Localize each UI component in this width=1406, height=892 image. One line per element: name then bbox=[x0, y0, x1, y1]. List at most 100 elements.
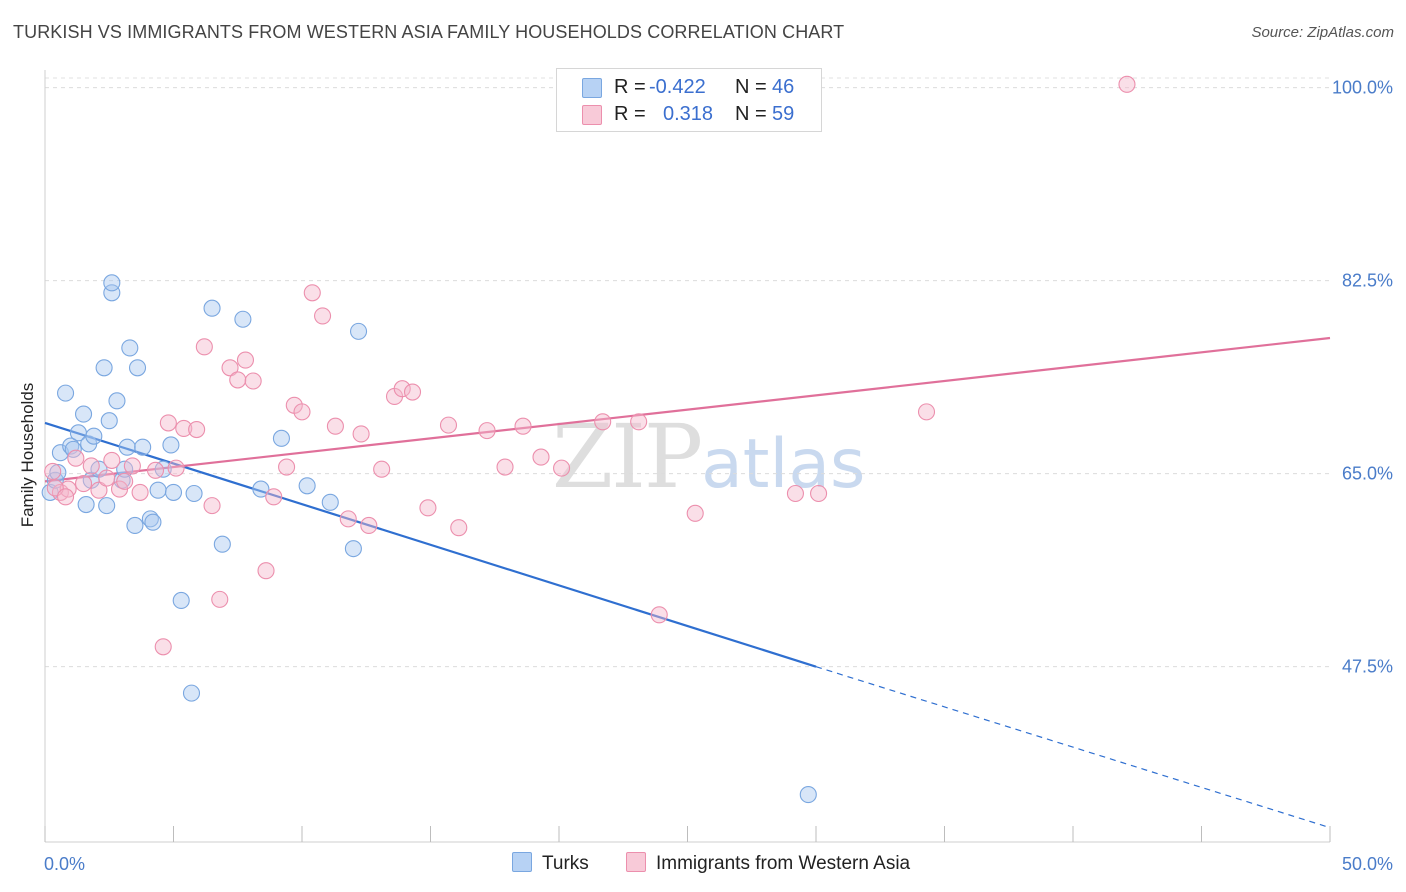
immigrants-point bbox=[90, 481, 108, 499]
immigrants-point bbox=[650, 606, 668, 624]
immigrants-point bbox=[167, 459, 185, 477]
immigrants-point bbox=[278, 458, 296, 476]
immigrants-point bbox=[159, 414, 177, 432]
turks-point bbox=[149, 481, 167, 499]
immigrants-point bbox=[123, 457, 141, 475]
immigrants-point bbox=[393, 380, 411, 398]
x-tick-label: 50.0% bbox=[1342, 854, 1393, 874]
immigrants-point bbox=[75, 475, 93, 493]
x-tick-label: 0.0% bbox=[44, 854, 85, 874]
turks-point bbox=[85, 427, 103, 445]
immigrants-point bbox=[917, 403, 936, 421]
legend-r-label: R = bbox=[614, 103, 646, 125]
turks-point bbox=[182, 684, 201, 702]
immigrants-point bbox=[146, 461, 165, 479]
turks-point bbox=[118, 438, 136, 456]
turks-point bbox=[344, 540, 362, 558]
y-tick-label: 82.5% bbox=[1342, 271, 1393, 291]
immigrants-point bbox=[553, 459, 571, 477]
legend-swatch-immigrants bbox=[582, 105, 602, 125]
immigrants-point bbox=[103, 451, 121, 469]
bottom-legend-immigrants: Immigrants from Western Asia bbox=[626, 852, 910, 875]
correlation-legend: R = -0.422 N = 46 R = 0.318 N = 59 bbox=[556, 68, 822, 132]
immigrants-point bbox=[203, 497, 221, 515]
immigrants-point bbox=[360, 516, 378, 535]
immigrants-point bbox=[478, 422, 496, 440]
immigrants-point bbox=[211, 590, 229, 608]
immigrants-point bbox=[175, 419, 193, 437]
legend-n-label: N = bbox=[735, 103, 767, 125]
source-label: Source: ZipAtlas.com bbox=[1251, 24, 1394, 41]
immigrants-point bbox=[630, 413, 648, 431]
immigrants-point bbox=[439, 416, 458, 434]
immigrants-point bbox=[293, 403, 311, 421]
data-points bbox=[41, 75, 1136, 804]
legend-n-label: N = bbox=[735, 76, 767, 98]
watermark-atlas: atlas bbox=[701, 425, 866, 504]
immigrants-point bbox=[116, 472, 134, 490]
chart-title: TURKISH VS IMMIGRANTS FROM WESTERN ASIA … bbox=[13, 22, 845, 42]
legend-n-value: 59 bbox=[772, 103, 795, 125]
immigrants-point bbox=[339, 510, 357, 528]
trend-line-immigrants bbox=[44, 336, 1331, 483]
turks-point bbox=[799, 786, 817, 804]
immigrants-point bbox=[594, 413, 612, 431]
immigrants-point bbox=[786, 484, 804, 503]
turks-point bbox=[126, 516, 144, 535]
immigrants-point bbox=[98, 469, 116, 487]
bottom-legend-label-immigrants: Immigrants from Western Asia bbox=[656, 853, 911, 874]
legend-swatch-turks bbox=[582, 78, 602, 98]
y-tick-label: 100.0% bbox=[1332, 78, 1393, 98]
axes bbox=[44, 70, 1331, 843]
legend-r-value: 0.318 bbox=[663, 103, 714, 125]
turks-point bbox=[51, 444, 69, 462]
turks-point bbox=[234, 310, 252, 328]
turks-point bbox=[203, 299, 221, 317]
turks-point bbox=[321, 493, 339, 511]
immigrants-point bbox=[403, 383, 422, 401]
immigrants-point bbox=[419, 499, 437, 517]
turks-point bbox=[57, 384, 75, 402]
bottom-legend-swatch-immigrants bbox=[626, 852, 646, 872]
immigrants-point bbox=[450, 519, 468, 537]
tick-labels: 47.5% 65.0% 82.5% 100.0% 0.0% 50.0% bbox=[44, 78, 1393, 874]
turks-point bbox=[141, 510, 159, 528]
trend-line-turks bbox=[44, 421, 817, 668]
y-tick-label: 47.5% bbox=[1342, 657, 1393, 677]
turks-point bbox=[103, 284, 121, 302]
immigrants-point bbox=[82, 457, 100, 475]
immigrants-point bbox=[257, 562, 275, 580]
immigrants-point bbox=[236, 351, 255, 369]
turks-point bbox=[100, 412, 118, 430]
turks-point bbox=[162, 436, 180, 454]
immigrants-point bbox=[44, 462, 62, 480]
turks-point bbox=[128, 359, 147, 377]
turks-point bbox=[77, 495, 95, 514]
turks-point bbox=[144, 513, 162, 531]
immigrants-point bbox=[352, 425, 370, 443]
immigrants-point bbox=[131, 483, 149, 501]
turks-point bbox=[95, 359, 113, 377]
immigrants-point bbox=[57, 488, 75, 506]
turks-point bbox=[121, 339, 139, 357]
immigrants-point bbox=[314, 307, 332, 325]
immigrants-point bbox=[1118, 75, 1136, 93]
trend-lines bbox=[44, 336, 1331, 829]
turks-point bbox=[185, 484, 203, 503]
bottom-legend-turks: Turks bbox=[512, 852, 589, 875]
turks-point bbox=[75, 405, 93, 423]
legend-r-value: -0.422 bbox=[649, 76, 706, 98]
bottom-legend-label-turks: Turks bbox=[542, 853, 589, 874]
y-axis-title: Family Households bbox=[18, 383, 37, 528]
turks-point bbox=[252, 480, 270, 498]
turks-point bbox=[213, 535, 231, 553]
immigrants-point bbox=[67, 449, 85, 467]
turks-point bbox=[349, 322, 368, 340]
immigrants-point bbox=[244, 372, 262, 390]
immigrants-point bbox=[221, 359, 239, 377]
turks-point bbox=[164, 483, 183, 501]
bottom-legend-swatch-turks bbox=[512, 852, 532, 872]
immigrants-point bbox=[195, 338, 213, 356]
immigrants-point bbox=[686, 504, 704, 522]
immigrants-point bbox=[303, 284, 321, 302]
